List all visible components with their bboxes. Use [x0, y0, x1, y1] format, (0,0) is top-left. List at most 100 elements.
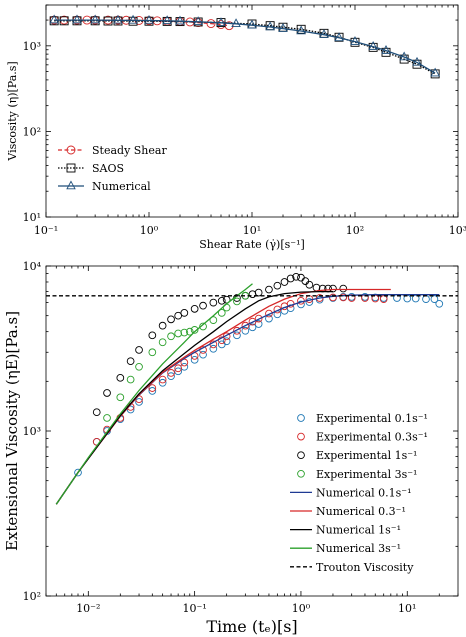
- data-point: [167, 332, 175, 341]
- data-point: [339, 293, 348, 302]
- legend-entry-saos: SAOS: [58, 162, 124, 175]
- data-point: [113, 16, 123, 26]
- data-point: [135, 346, 143, 354]
- data-point: [193, 16, 203, 26]
- data-point: [180, 328, 189, 337]
- data-point: [430, 67, 440, 77]
- legend-label: Experimental 0.3s⁻¹: [316, 431, 428, 444]
- legend-entry-numerical: Numerical: [58, 180, 151, 193]
- data-point: [167, 372, 175, 380]
- data-point: [199, 301, 207, 310]
- data-point: [280, 278, 289, 286]
- legend-marker: [66, 145, 76, 155]
- legend-entry-experimental-3s: Experimental 3s⁻¹: [297, 468, 417, 481]
- shear-viscosity-chart: 10⁻¹ 10⁰ 10¹ 10² 10³ 10¹ 10² 10³ Shear Rate (γ̇…: [6, 4, 466, 251]
- data-point: [241, 326, 250, 335]
- data-point: [92, 408, 101, 417]
- data-point: [231, 18, 241, 28]
- y-tick-label: 10²: [23, 590, 41, 603]
- y-tick-label: 10¹: [23, 211, 41, 224]
- legend-entry-numerical-0-1s: Numerical 0.1s⁻¹: [290, 486, 412, 499]
- x-tick-label: 10⁻¹: [34, 224, 58, 237]
- data-point: [144, 14, 154, 24]
- data-point: [72, 14, 82, 24]
- legend-marker: [297, 432, 305, 441]
- y-tick-label: 10⁴: [23, 260, 42, 273]
- data-point: [158, 378, 167, 387]
- data-point: [233, 326, 241, 335]
- data-point: [113, 14, 123, 24]
- data-point: [305, 298, 314, 306]
- data-point: [175, 15, 185, 25]
- legend-entry-numerical-0-3: Numerical 0.3⁻¹: [290, 505, 406, 518]
- data-point: [233, 331, 241, 340]
- x-tick-label: 10⁰: [140, 224, 159, 237]
- data-point: [148, 387, 157, 395]
- shear-chart-series: [49, 14, 440, 79]
- legend-entry-experimental-0-3s: Experimental 0.3s⁻¹: [297, 431, 428, 444]
- legend-entry-trouton-viscosity: Trouton Viscosity: [290, 561, 414, 574]
- data-point: [329, 293, 337, 302]
- x-tick-label: 10¹: [243, 224, 261, 237]
- data-point: [296, 25, 306, 35]
- data-point: [350, 36, 360, 45]
- data-point: [265, 309, 273, 318]
- extensional-chart-series: [46, 272, 458, 505]
- data-point: [174, 311, 183, 320]
- data-point: [241, 321, 250, 330]
- data-point: [379, 295, 388, 303]
- legend-label: Numerical 0.3⁻¹: [316, 505, 406, 518]
- data-point: [59, 16, 69, 26]
- data-point: [126, 375, 135, 384]
- data-point: [368, 41, 378, 50]
- data-point: [158, 375, 167, 384]
- data-point: [297, 300, 305, 309]
- data-point: [103, 414, 111, 422]
- data-point: [126, 357, 135, 366]
- data-point: [162, 15, 172, 25]
- data-point: [430, 295, 439, 303]
- data-point: [217, 296, 226, 305]
- data-point: [103, 389, 111, 397]
- extensional-viscosity-chart: 10⁻² 10⁻¹ 10⁰ 10¹ 10² 10³ 10⁴ Time (tₑ)[s] Ext…: [3, 260, 459, 636]
- series-numerical: [49, 14, 440, 77]
- legend-marker: [297, 469, 305, 478]
- data-point: [185, 327, 194, 336]
- data-point: [233, 297, 241, 306]
- data-point: [278, 23, 288, 32]
- data-point: [216, 17, 226, 27]
- data-point: [190, 326, 199, 334]
- data-point: [265, 314, 273, 323]
- shear-chart-ylabel: Viscosity (η)[Pa.s]: [6, 61, 19, 161]
- data-point: [158, 321, 167, 330]
- series-line-steady-shear: [54, 19, 230, 27]
- legend-entry-steady-shear: Steady Shear: [58, 144, 167, 157]
- data-point: [90, 14, 100, 24]
- extensional-chart-xlabel: Time (tₑ)[s]: [206, 617, 297, 636]
- data-point: [199, 350, 207, 359]
- data-point: [103, 16, 113, 26]
- data-point: [135, 362, 143, 371]
- shear-chart-ticks: 10⁻¹ 10⁰ 10¹ 10² 10³ 10¹ 10² 10³: [23, 4, 466, 237]
- data-point: [217, 309, 226, 317]
- series-line-saos: [54, 20, 436, 75]
- legend-label: Trouton Viscosity: [316, 561, 414, 574]
- data-point: [286, 274, 295, 283]
- series-experimental-1s: [92, 272, 348, 417]
- x-tick-label: 10³: [449, 224, 466, 237]
- legend-label: Steady Shear: [92, 144, 167, 157]
- data-point: [412, 56, 422, 66]
- data-point: [49, 14, 59, 24]
- data-point: [339, 284, 348, 293]
- data-point: [319, 29, 329, 38]
- data-point: [190, 304, 199, 313]
- y-tick-label: 10²: [23, 125, 41, 138]
- data-point: [128, 14, 138, 24]
- data-point: [74, 468, 82, 477]
- data-point: [116, 373, 125, 382]
- legend-marker: [66, 180, 76, 190]
- data-point: [116, 393, 125, 402]
- data-point: [209, 298, 218, 307]
- series-numerical-1s: [55, 290, 333, 505]
- extensional-chart-ylabel: Extensional Viscosity (ηE)[Pa.s]: [3, 311, 21, 551]
